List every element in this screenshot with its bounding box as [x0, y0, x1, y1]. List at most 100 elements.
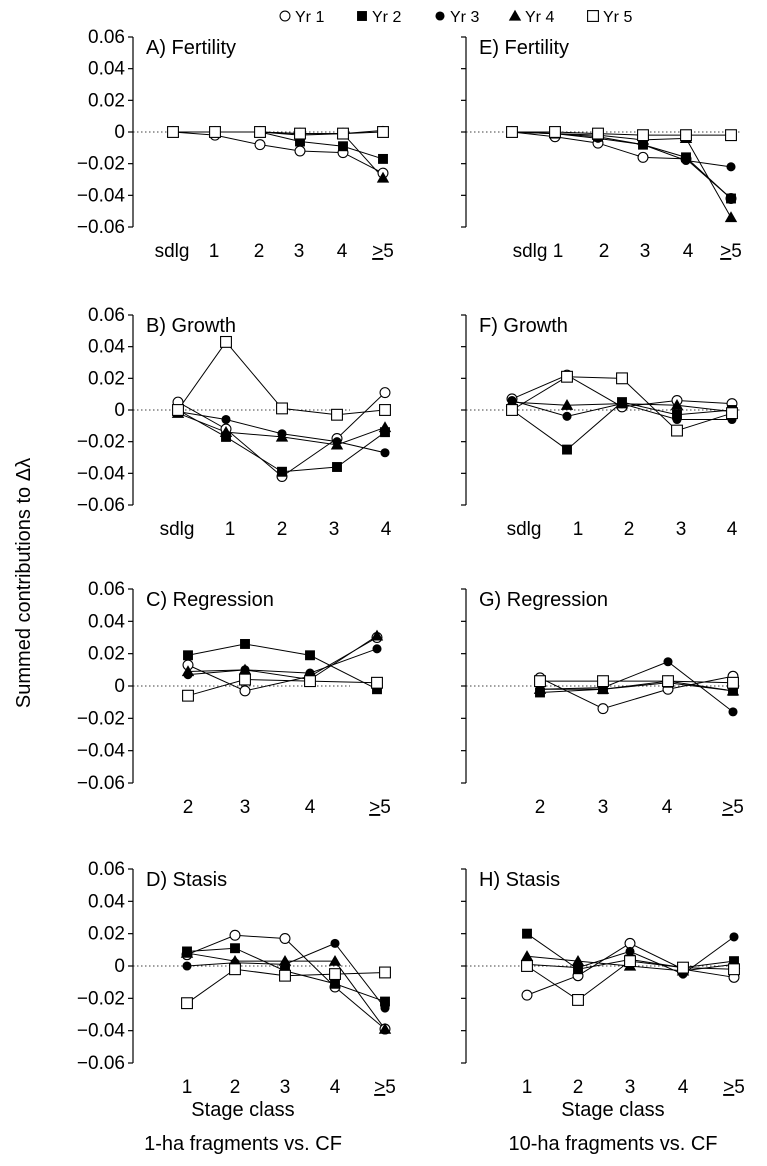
- x-axis-title-right: Stage class: [561, 1099, 664, 1121]
- x-tick-label: 3: [625, 1077, 636, 1098]
- data-point-yr-5: [597, 675, 609, 688]
- legend-item: Yr 4: [508, 9, 554, 26]
- data-point-yr-4: [560, 399, 574, 410]
- data-point-yr-5: [637, 129, 649, 142]
- data-point-yr-4: [378, 421, 392, 433]
- data-point-yr-5: [329, 968, 341, 981]
- y-tick-label: 0.02: [88, 924, 125, 945]
- series-line-yr-1: [172, 131, 384, 174]
- data-point-yr-5: [337, 127, 349, 140]
- data-point-yr-4: [724, 211, 738, 223]
- data-point-yr-5: [549, 126, 561, 138]
- x-tick-label: 1: [573, 519, 584, 540]
- x-tick-label: 2: [599, 241, 610, 262]
- x-tick-label: sdlg: [155, 241, 190, 262]
- data-point-yr-3: [663, 657, 673, 667]
- data-point-yr-4: [376, 171, 390, 183]
- data-point-yr-1: [279, 933, 291, 945]
- x-tick-label: 1: [522, 1077, 533, 1098]
- data-point-yr-2: [221, 431, 231, 442]
- y-tick-label: −0.02: [77, 432, 125, 453]
- data-point-yr-5: [209, 126, 221, 138]
- data-point-yr-5: [331, 408, 343, 421]
- x-tick-label: 2: [254, 241, 265, 262]
- y-tick-label: 0: [114, 400, 125, 421]
- data-point-yr-5: [521, 960, 533, 972]
- legend-marker-square-open: [587, 10, 599, 22]
- y-tick-label: −0.02: [77, 154, 125, 175]
- x-tick-label: >5: [723, 1077, 745, 1098]
- data-point-yr-5: [727, 676, 739, 689]
- data-point-yr-4: [615, 397, 629, 409]
- data-point-yr-4: [520, 950, 534, 961]
- y-tick-label: −0.04: [77, 185, 126, 206]
- y-tick-label: −0.06: [77, 1053, 125, 1074]
- data-point-yr-5: [662, 675, 674, 688]
- data-point-yr-5: [167, 126, 179, 138]
- legend-marker-triangle-filled: [508, 9, 522, 21]
- x-tick-label: 4: [683, 241, 694, 262]
- legend-label: Yr 3: [450, 9, 479, 26]
- data-point-yr-2: [183, 650, 193, 661]
- data-point-yr-5: [276, 402, 288, 415]
- panel-title: D) Stasis: [146, 869, 227, 891]
- data-point-yr-2: [332, 462, 342, 472]
- x-tick-label: 1: [209, 241, 220, 262]
- x-tick-label: >5: [722, 797, 744, 818]
- panel-g-regression: G) Regression 2 3 4 >5: [461, 588, 744, 818]
- x-tick-label: 2: [535, 797, 546, 818]
- data-point-yr-2: [672, 409, 682, 420]
- panel-c-regression: 0.06 0.04 0.02 0 −0.02 −0.04 −0.06 C) Regressio…: [77, 579, 391, 818]
- data-point-yr-4: [378, 1022, 392, 1034]
- x-tick-label: 4: [305, 797, 316, 818]
- data-point-yr-4: [238, 663, 252, 675]
- x-tick-label: >5: [372, 241, 394, 262]
- x-tick-label: sdlg: [507, 519, 542, 540]
- x-tick-label: 1: [225, 519, 236, 540]
- data-point-yr-5: [725, 129, 737, 142]
- series-line-yr-4: [173, 131, 384, 179]
- y-tick-label: 0.04: [88, 891, 125, 912]
- legend-item: Yr 1: [279, 9, 324, 26]
- legend-item: Yr 5: [587, 9, 632, 26]
- x-tick-label: 2: [573, 1077, 584, 1098]
- panel-b-growth: 0.06 0.04 0.02 0 −0.02 −0.04 −0.06 B) Growth sdl…: [77, 305, 392, 540]
- data-point-yr-5: [677, 961, 689, 974]
- data-point-yr-2: [522, 928, 532, 939]
- x-tick-label: 4: [381, 519, 392, 540]
- y-tick-label: −0.06: [77, 217, 125, 238]
- x-tick-label: 2: [230, 1077, 241, 1098]
- data-point-yr-1: [521, 989, 533, 1001]
- data-point-yr-5: [377, 126, 389, 138]
- y-tick-label: 0.04: [88, 611, 125, 632]
- y-tick-label: −0.06: [77, 773, 125, 794]
- data-point-yr-3: [728, 707, 738, 717]
- y-tick-label: 0: [114, 956, 125, 977]
- series-line-yr-4: [511, 131, 732, 218]
- legend-label: Yr 4: [525, 9, 554, 26]
- data-point-yr-4: [571, 954, 585, 966]
- series-line-yr-1: [539, 675, 734, 710]
- data-point-yr-5: [379, 404, 391, 416]
- data-point-yr-4: [275, 430, 289, 442]
- y-tick-label: 0.06: [88, 579, 125, 600]
- x-tick-label: 4: [662, 797, 673, 818]
- x-tick-label: 3: [294, 241, 305, 262]
- panel-title: E) Fertility: [479, 37, 569, 59]
- y-tick-label: −0.04: [77, 463, 126, 484]
- series-line-yr-1: [511, 131, 732, 199]
- data-point-yr-5: [561, 370, 573, 383]
- data-point-yr-5: [506, 404, 518, 416]
- data-point-yr-2: [230, 943, 240, 954]
- data-point-yr-5: [304, 675, 316, 688]
- data-point-yr-4: [278, 954, 292, 966]
- data-point-yr-1: [254, 139, 266, 151]
- panel-d-stasis: 0.06 0.04 0.02 0 −0.02 −0.04 −0.06 D) Stasis 1 2 3…: [77, 859, 396, 1098]
- x-tick-label: 3: [598, 797, 609, 818]
- series-line-yr-4: [187, 635, 378, 681]
- data-point-yr-5: [572, 993, 584, 1006]
- panel-title: C) Regression: [146, 589, 274, 611]
- data-point-yr-4: [726, 684, 740, 696]
- y-tick-label: −0.04: [77, 1021, 126, 1042]
- data-point-yr-5: [534, 675, 546, 688]
